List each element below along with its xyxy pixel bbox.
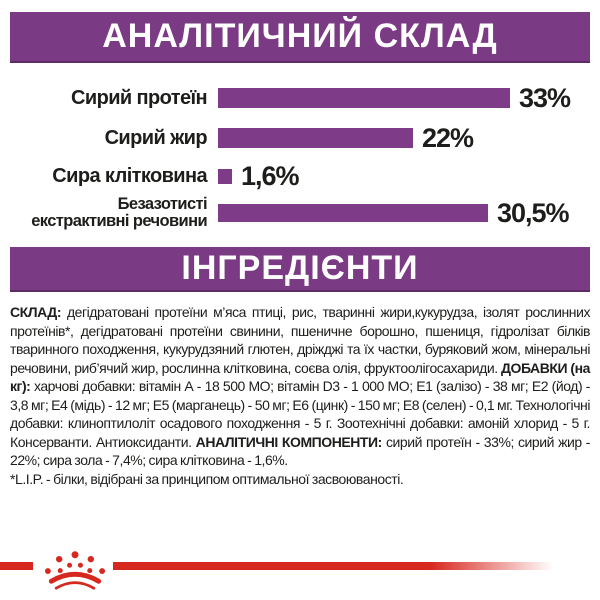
royal-canin-crown-logo bbox=[44, 551, 106, 590]
chart-bar bbox=[218, 168, 232, 184]
analytical-composition-title: АНАЛІТИЧНИЙ СКЛАД bbox=[102, 17, 498, 55]
composition-text: харчові добавки: вітамін А - 18 500 МО; … bbox=[10, 378, 590, 450]
crown-dots bbox=[44, 551, 106, 574]
analytical-chart: Сирий протеїн 33% Сирий жир 22% Сира клітков… bbox=[0, 76, 600, 230]
chart-row: Сира клітковина 1,6% bbox=[0, 156, 600, 196]
ingredients-header: ІНГРЕДІЄНТИ bbox=[10, 247, 590, 290]
red-rule-left bbox=[0, 562, 33, 570]
chart-value-label: 30,5% bbox=[497, 197, 570, 228]
composition-section-label: СКЛАД: bbox=[10, 304, 67, 320]
chart-category-label: Сирий протеїн bbox=[71, 86, 208, 109]
chart-value-label: 1,6% bbox=[241, 160, 300, 191]
composition-section-label: АНАЛІТИЧНІ КОМПОНЕНТИ: bbox=[195, 433, 386, 450]
composition-section-label: ДОБАВКИ (на кг): bbox=[10, 359, 590, 395]
chart-category-label: Сирий жир bbox=[104, 126, 208, 149]
chart-row: Сирий жир 22% bbox=[0, 120, 600, 156]
chart-bar bbox=[218, 204, 488, 222]
crown-base-arc-thick bbox=[48, 571, 102, 584]
crown-base-arc-thin bbox=[54, 581, 96, 590]
ingredients-title: ІНГРЕДІЄНТИ bbox=[181, 249, 419, 287]
chart-bar bbox=[218, 88, 510, 108]
chart-category-label: Сира клітковина bbox=[52, 164, 207, 187]
chart-category-label: Безазотисті екстрактивні речовини bbox=[31, 194, 207, 230]
composition-paragraph: СКЛАД: дегідратовані протеїни м’яса птиц… bbox=[10, 303, 590, 470]
analytical-composition-header: АНАЛІТИЧНИЙ СКЛАД bbox=[10, 12, 590, 61]
ingredients-textblock: СКЛАД: дегідратовані протеїни м’яса птиц… bbox=[10, 303, 590, 488]
chart-bar bbox=[218, 128, 413, 148]
composition-text: дегідратовані протеїни м’яса птиці, рис,… bbox=[10, 304, 591, 376]
red-rule-right bbox=[113, 562, 567, 570]
chart-row: Сирий протеїн 33% bbox=[0, 76, 600, 120]
composition-text: сирий протеїн - 33%; сирий жир - 22%; си… bbox=[10, 433, 591, 469]
chart-value-label: 33% bbox=[519, 82, 571, 113]
chart-value-label: 22% bbox=[422, 122, 474, 153]
lip-footnote: *L.I.P. - білки, відібрані за принципом … bbox=[10, 470, 404, 487]
chart-row: Безазотисті екстрактивні речовини 30,5% bbox=[0, 194, 600, 230]
